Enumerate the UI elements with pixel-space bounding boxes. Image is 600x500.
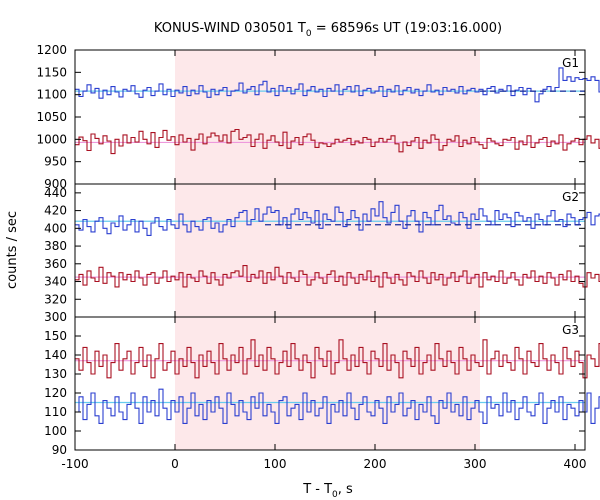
y-tick-label: 150 <box>44 329 67 343</box>
y-tick-label: 900 <box>44 177 67 191</box>
y-tick-label: 440 <box>44 186 67 200</box>
x-tick-label: 200 <box>364 457 387 471</box>
y-tick-label: 130 <box>44 367 67 381</box>
y-tick-label: 110 <box>44 405 67 419</box>
panel-g1: 900 950 1000 1050 1100 1150 1200 G1 <box>36 43 600 191</box>
series-line <box>75 339 600 379</box>
source-interval-shading <box>175 50 480 450</box>
y-tick-label: 90 <box>52 443 67 457</box>
y-tick-label: 1000 <box>36 132 67 146</box>
panel-g3: 90 100 110 120 130 140 150 G3 <box>44 316 600 457</box>
series-line <box>75 388 600 424</box>
series-line <box>75 67 600 103</box>
series-line <box>75 265 600 288</box>
series-line <box>75 128 600 155</box>
y-tick-label: 300 <box>44 310 67 324</box>
panel-label: G2 <box>562 190 579 204</box>
y-tick-label: 1150 <box>36 65 67 79</box>
y-tick-label: 120 <box>44 386 67 400</box>
x-tick-label: 100 <box>264 457 287 471</box>
y-tick-label: 400 <box>44 221 67 235</box>
y-tick-label: 1200 <box>36 43 67 57</box>
y-tick-label: 1100 <box>36 88 67 102</box>
panel-label: G3 <box>562 323 579 337</box>
panel-frame <box>74 316 586 451</box>
y-axis-label: counts / sec <box>5 211 20 289</box>
y-tick-label: 340 <box>44 275 67 289</box>
y-tick-label: 380 <box>44 239 67 253</box>
y-tick-label: 1050 <box>36 110 67 124</box>
chart-title: KONUS-WIND 030501 T0 = 68596s UT (19:03:… <box>154 21 502 39</box>
y-tick-label: 140 <box>44 348 67 362</box>
x-tick-label: 300 <box>464 457 487 471</box>
x-tick-label: 0 <box>171 457 179 471</box>
x-tick-label: 400 <box>564 457 587 471</box>
panels-group: 90095010001050110011501200G1300320340360… <box>36 43 600 471</box>
panel-label: G1 <box>562 56 579 70</box>
x-axis-label: T - T0, s <box>302 482 353 500</box>
x-tick-label: -100 <box>61 457 88 471</box>
y-tick-label: 320 <box>44 292 67 306</box>
y-tick-label: 950 <box>44 155 67 169</box>
series-line <box>75 201 600 236</box>
y-tick-label: 100 <box>44 424 67 438</box>
y-tick-label: 360 <box>44 257 67 271</box>
y-tick-label: 420 <box>44 204 67 218</box>
